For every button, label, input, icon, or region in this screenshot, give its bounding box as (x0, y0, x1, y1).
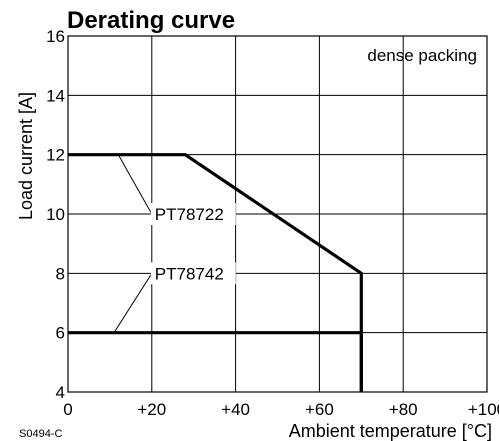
x-tick-label: 0 (63, 400, 72, 419)
y-tick-label: 10 (46, 205, 65, 224)
y-axis-label: Load current [A] (16, 92, 36, 220)
x-tick-label: +100 (468, 400, 499, 419)
plot-frame (67, 35, 488, 393)
series-label-pt78722: PT78722 (155, 205, 224, 224)
x-tick-label: +40 (221, 400, 250, 419)
x-tick-label: +20 (137, 400, 166, 419)
y-tick-label: 16 (46, 27, 65, 46)
y-tick-label: 6 (56, 324, 65, 343)
y-tick-label: 12 (46, 146, 65, 165)
tick-labels: 0 +20 +40 +60 +80 +100 4 6 8 10 12 14 16 (46, 27, 499, 419)
x-tick-label: +60 (305, 400, 334, 419)
curves (68, 153, 363, 392)
leader-line (113, 273, 153, 333)
annotation-dense-packing: dense packing (367, 46, 477, 65)
series-labels: PT78722 PT78742 (113, 154, 236, 333)
y-tick-label: 4 (56, 383, 65, 402)
leader-line (117, 154, 153, 215)
grid (67, 35, 488, 393)
x-axis-label: Ambient temperature [°C] (289, 421, 492, 441)
series-line-pt78742 (68, 331, 363, 392)
figure-code: S0494-C (19, 428, 62, 440)
chart-title: Derating curve (67, 7, 235, 34)
x-tick-label: +80 (389, 400, 418, 419)
label-background (150, 203, 236, 225)
label-background (150, 262, 236, 285)
y-tick-label: 14 (46, 86, 65, 105)
y-tick-label: 8 (56, 264, 65, 283)
series-label-pt78742: PT78742 (155, 264, 224, 283)
